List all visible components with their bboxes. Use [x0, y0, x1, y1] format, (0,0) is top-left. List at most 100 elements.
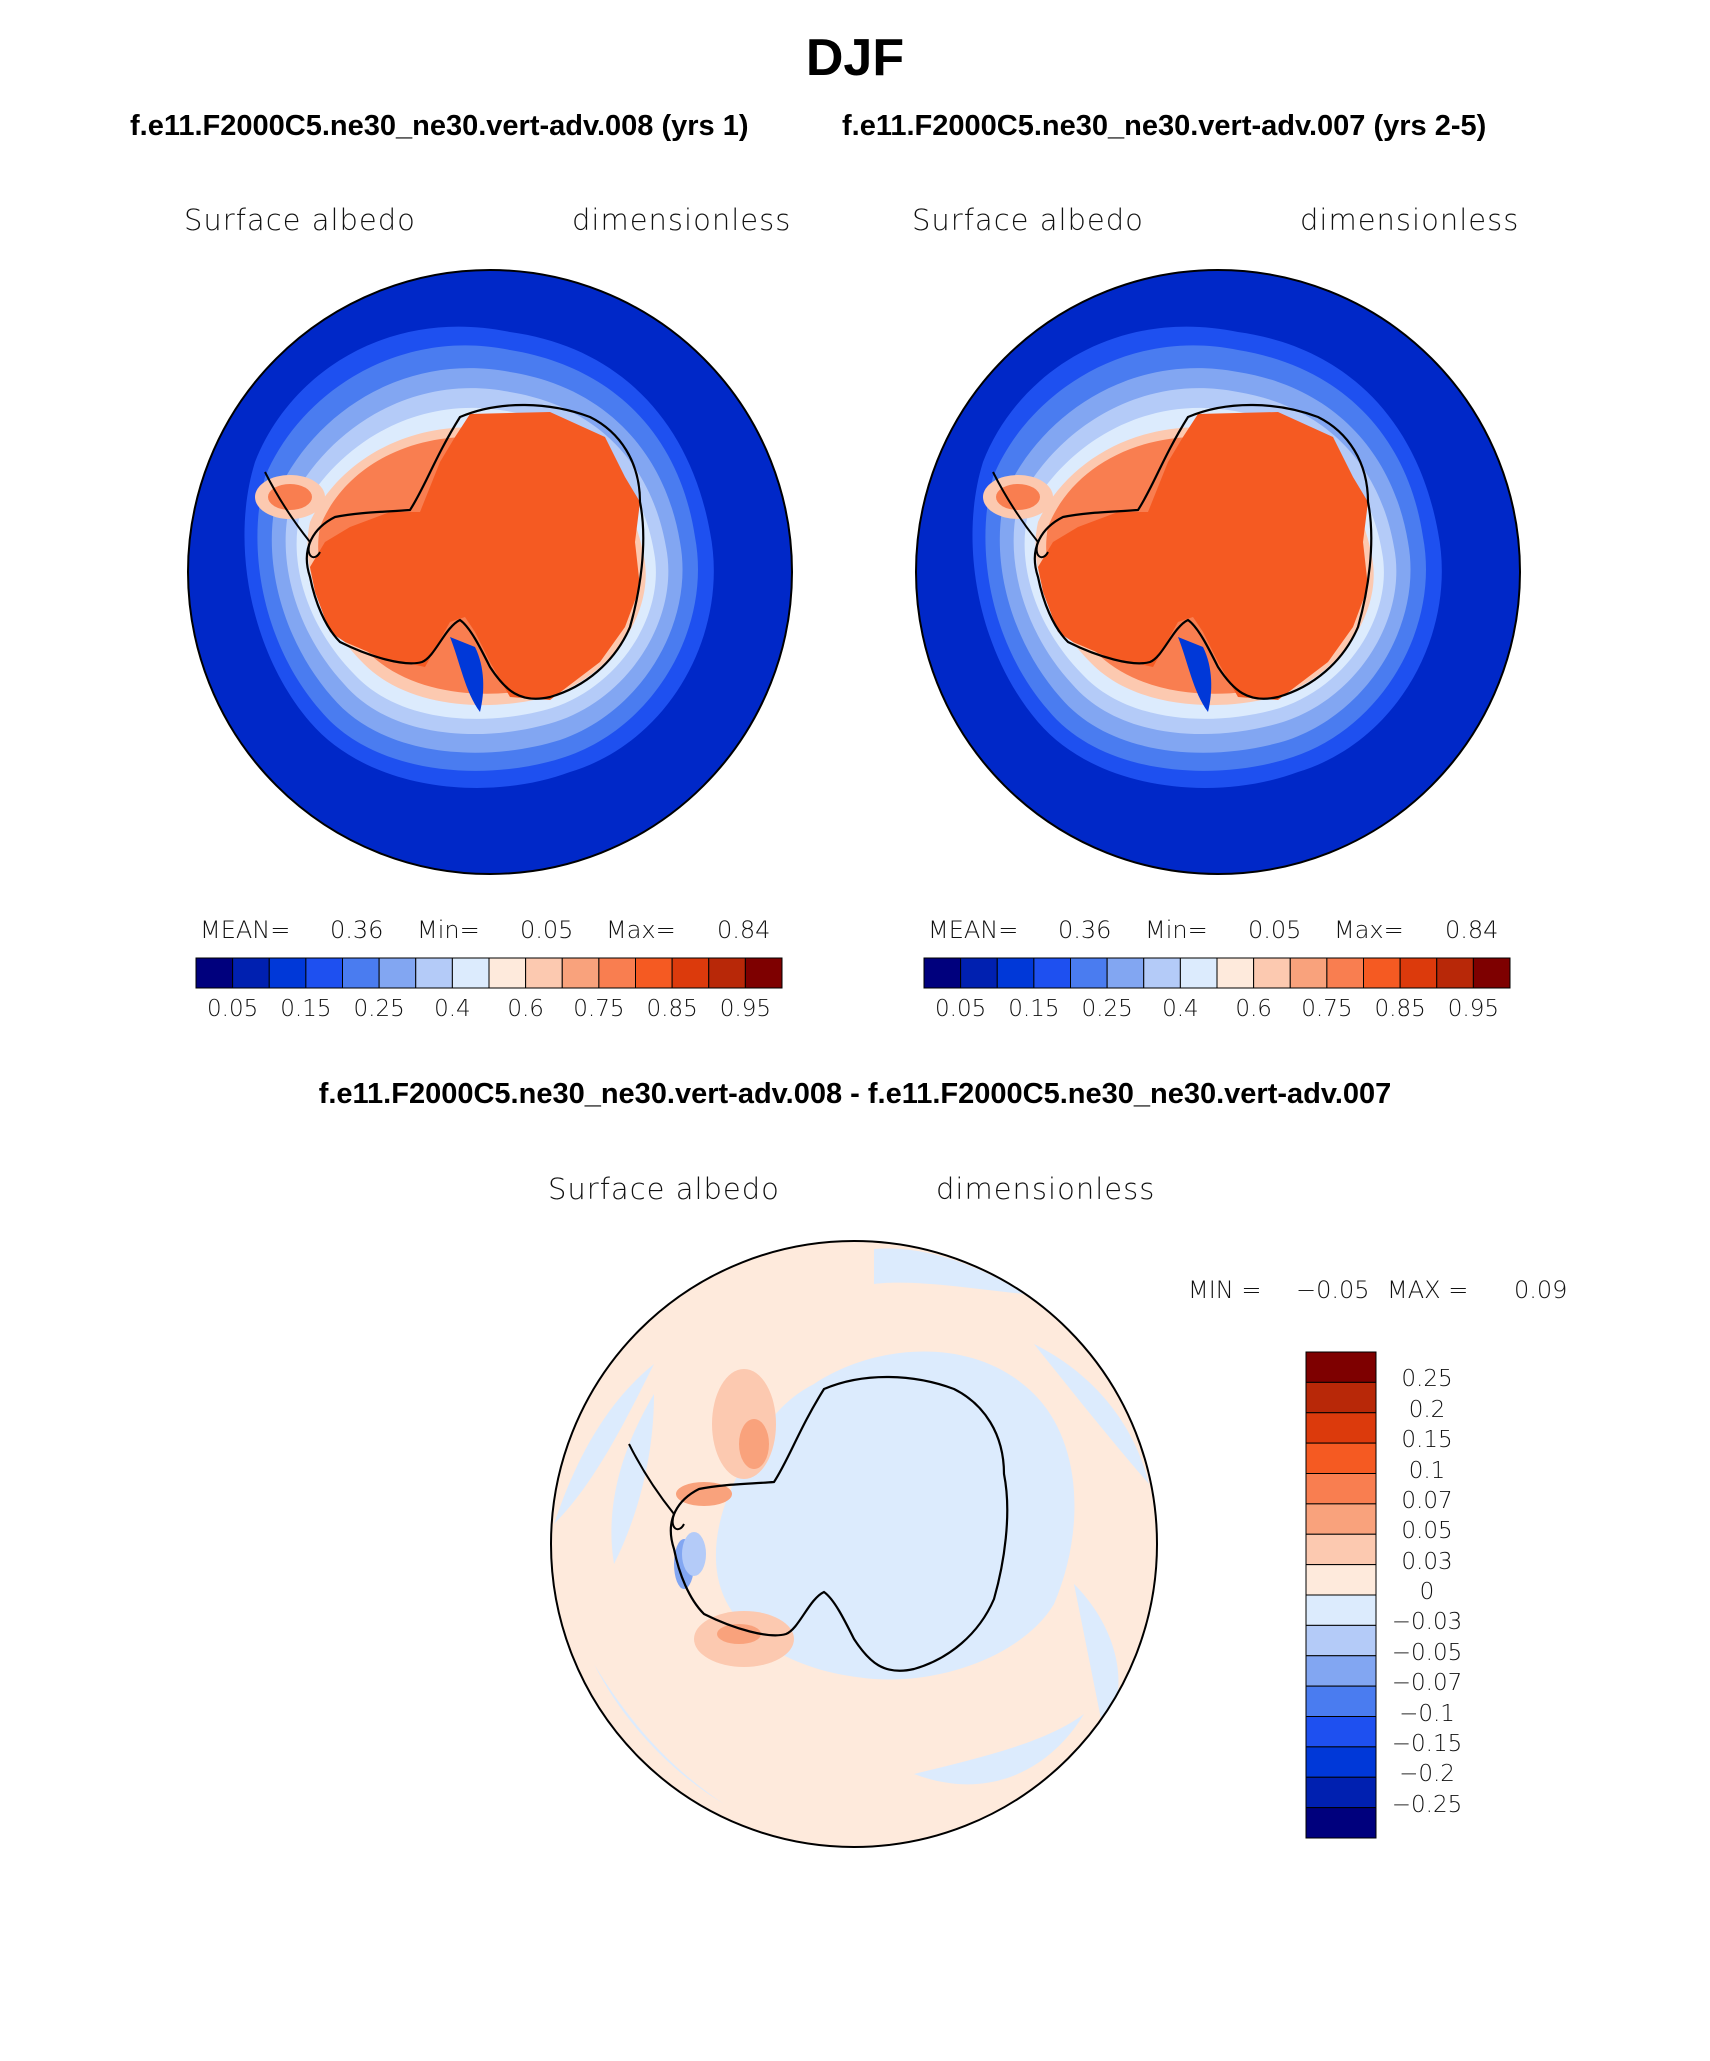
right-colorbar-swatch — [1472, 957, 1511, 989]
left-colorbar-swatch — [598, 957, 636, 989]
diff-min-value: −0.05 — [1296, 1276, 1370, 1304]
right-colorbar-swatch — [1363, 957, 1401, 989]
right-colorbar-swatch — [996, 957, 1035, 989]
left-colorbar-swatch — [708, 957, 746, 989]
diff-colorbar-tick-label: −0.1 — [1399, 1700, 1455, 1727]
right-min-value: 0.05 — [1248, 916, 1302, 944]
diff-colorbar-swatch — [1305, 1776, 1377, 1809]
left-colorbar-tick-label: 0.25 — [353, 996, 405, 1022]
right-colorbar-tick-label: 0.05 — [935, 996, 987, 1022]
right-colorbar-tick-label: 0.6 — [1235, 996, 1272, 1022]
left-min-label: Min= — [417, 916, 480, 944]
left-colorbar-tick-label: 0.75 — [573, 996, 625, 1022]
left-colorbar-swatch — [415, 957, 453, 989]
diff-colorbar-swatch — [1305, 1655, 1377, 1687]
difference-map — [550, 1240, 1158, 1848]
diff-colorbar-swatch — [1305, 1685, 1377, 1717]
difference-colorbar — [1305, 1351, 1377, 1839]
diff-colorbar-swatch — [1305, 1594, 1377, 1626]
diff-min-label: MIN = — [1188, 1276, 1262, 1304]
left-colorbar — [195, 957, 783, 989]
left-colorbar-swatch — [195, 957, 234, 989]
left-colorbar-tick-label: 0.05 — [207, 996, 259, 1022]
left-map — [187, 269, 793, 875]
right-colorbar-tick-label: 0.95 — [1447, 996, 1499, 1022]
difference-title: f.e11.F2000C5.ne30_ne30.vert-adv.008 - f… — [318, 1078, 1392, 1110]
left-colorbar-swatch — [268, 957, 307, 989]
left-colorbar-tick-label: 0.15 — [280, 996, 332, 1022]
right-colorbar-swatch — [1070, 957, 1108, 989]
diff-colorbar-tick-label: 0.15 — [1401, 1427, 1453, 1454]
diff-colorbar-swatch — [1305, 1351, 1377, 1383]
diff-colorbar-swatch — [1305, 1746, 1377, 1778]
right-colorbar-swatch — [923, 957, 962, 989]
left-colorbar-swatch — [451, 957, 490, 989]
left-colorbar-tick-label: 0.4 — [434, 996, 471, 1022]
diff-units-label: dimensionless — [936, 1172, 1156, 1206]
right-colorbar-swatch — [1106, 957, 1145, 989]
right-max-value: 0.84 — [1445, 916, 1499, 944]
diff-colorbar-tick-label: 0.07 — [1401, 1487, 1453, 1514]
left-colorbar-swatch — [342, 957, 380, 989]
right-colorbar-tick-label: 0.75 — [1301, 996, 1353, 1022]
diff-colorbar-tick-label: −0.03 — [1391, 1609, 1463, 1636]
left-colorbar-tick-label: 0.85 — [646, 996, 698, 1022]
diff-colorbar-swatch — [1305, 1624, 1377, 1657]
left-colorbar-swatch — [305, 957, 343, 989]
left-colorbar-swatch — [378, 957, 417, 989]
right-colorbar-swatch — [1326, 957, 1364, 989]
diff-colorbar-tick-label: 0 — [1419, 1579, 1435, 1605]
diff-colorbar-swatch — [1305, 1503, 1377, 1535]
right-colorbar-tick-label: 0.15 — [1008, 996, 1060, 1022]
right-mean-value: 0.36 — [1058, 916, 1112, 944]
diff-colorbar-tick-label: −0.15 — [1391, 1730, 1463, 1757]
right-colorbar — [923, 957, 1511, 989]
diff-colorbar-tick-label: −0.2 — [1399, 1761, 1455, 1788]
diff-max-value: 0.09 — [1514, 1276, 1568, 1304]
right-units-label: dimensionless — [1300, 203, 1520, 237]
left-colorbar-swatch — [671, 957, 710, 989]
diff-max-label: MAX = — [1387, 1276, 1469, 1304]
right-max-label: Max= — [1334, 916, 1404, 944]
case-left-title: f.e11.F2000C5.ne30_ne30.vert-adv.008 (yr… — [130, 110, 749, 142]
diff-colorbar-tick-label: −0.25 — [1391, 1791, 1463, 1818]
diff-colorbar-tick-label: 0.03 — [1401, 1548, 1453, 1575]
diff-colorbar-tick-label: 0.25 — [1401, 1366, 1453, 1393]
left-mean-value: 0.36 — [330, 916, 384, 944]
right-variable-label: Surface albedo — [912, 203, 1144, 237]
diff-colorbar-swatch — [1305, 1533, 1377, 1566]
diff-colorbar-tick-label: 0.2 — [1408, 1396, 1446, 1423]
left-colorbar-swatch — [635, 957, 673, 989]
diff-colorbar-swatch — [1305, 1716, 1377, 1748]
right-colorbar-swatch — [960, 957, 998, 989]
right-colorbar-swatch — [1216, 957, 1255, 989]
left-variable-label: Surface albedo — [184, 203, 416, 237]
right-mean-label: MEAN= — [928, 916, 1019, 944]
right-colorbar-swatch — [1179, 957, 1218, 989]
diff-colorbar-swatch — [1305, 1564, 1377, 1596]
left-colorbar-tick-label: 0.95 — [719, 996, 771, 1022]
left-max-value: 0.84 — [717, 916, 771, 944]
right-colorbar-tick-label: 0.85 — [1374, 996, 1426, 1022]
case-right-title: f.e11.F2000C5.ne30_ne30.vert-adv.007 (yr… — [842, 110, 1487, 142]
right-colorbar-swatch — [1399, 957, 1438, 989]
diff-colorbar-tick-label: −0.07 — [1391, 1670, 1463, 1697]
diff-colorbar-tick-label: −0.05 — [1391, 1639, 1463, 1666]
right-colorbar-swatch — [1436, 957, 1474, 989]
left-max-label: Max= — [606, 916, 676, 944]
diff-colorbar-swatch — [1305, 1473, 1377, 1505]
diff-variable-label: Surface albedo — [548, 1172, 780, 1206]
diff-colorbar-swatch — [1305, 1807, 1377, 1839]
diff-colorbar-tick-label: 0.1 — [1408, 1457, 1446, 1484]
right-min-label: Min= — [1145, 916, 1208, 944]
left-units-label: dimensionless — [572, 203, 792, 237]
right-colorbar-swatch — [1033, 957, 1071, 989]
right-map — [915, 269, 1521, 875]
left-colorbar-swatch — [744, 957, 783, 989]
diff-colorbar-tick-label: 0.05 — [1401, 1518, 1453, 1545]
left-colorbar-swatch — [525, 957, 563, 989]
left-colorbar-swatch — [488, 957, 527, 989]
diff-colorbar-swatch — [1305, 1381, 1377, 1414]
right-colorbar-tick-label: 0.4 — [1162, 996, 1199, 1022]
